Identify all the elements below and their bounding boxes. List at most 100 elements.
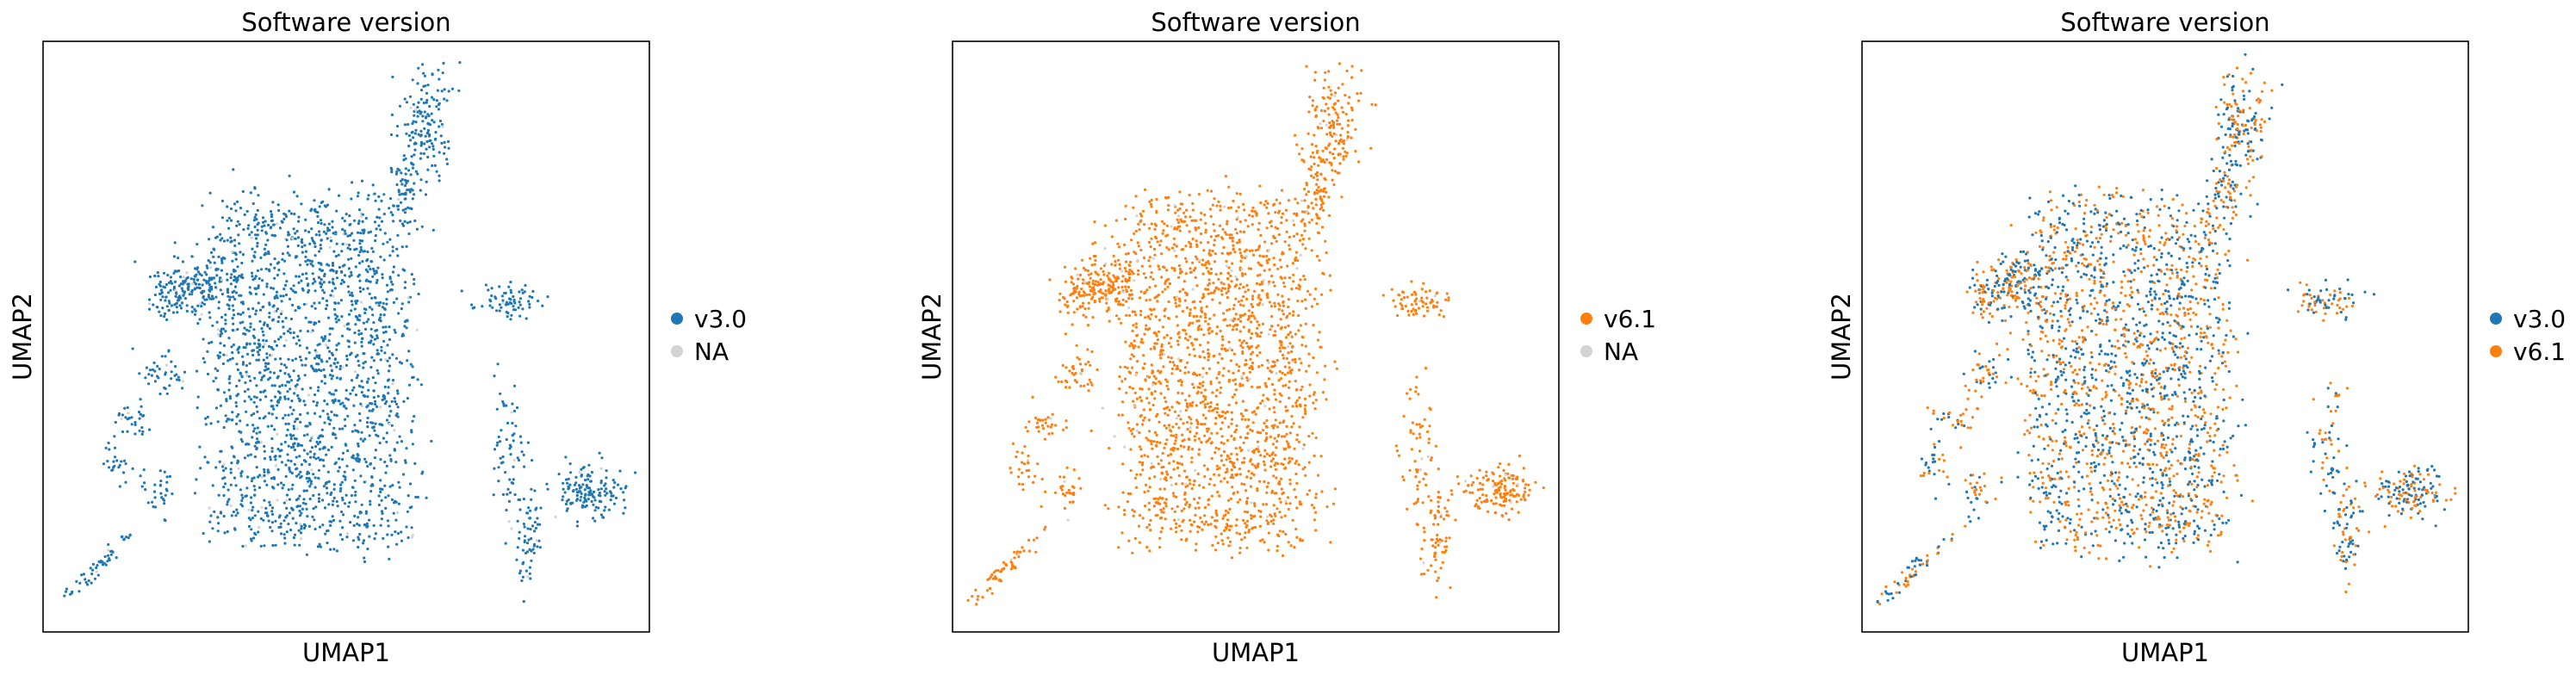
scatter-point	[1132, 206, 1135, 209]
scatter-point	[1203, 313, 1207, 316]
scatter-point	[1326, 107, 1330, 110]
scatter-point	[1325, 505, 1329, 509]
scatter-point	[259, 268, 264, 271]
scatter-point	[1179, 444, 1182, 448]
scatter-point	[340, 480, 344, 484]
scatter-point	[1278, 304, 1282, 307]
scatter-point	[1312, 207, 1315, 210]
scatter-point	[300, 463, 303, 467]
scatter-point	[1346, 124, 1350, 127]
scatter-point	[154, 285, 158, 288]
scatter-point	[285, 530, 289, 534]
scatter-point	[435, 105, 438, 108]
scatter-point	[1224, 175, 1227, 178]
scatter-point	[1226, 349, 1229, 352]
scatter-point	[230, 345, 233, 349]
scatter-point	[329, 548, 332, 551]
scatter-point	[407, 145, 411, 148]
scatter-point	[350, 270, 353, 274]
scatter-point	[397, 480, 400, 484]
scatter-point	[1304, 247, 1307, 251]
scatter-point	[1176, 208, 1180, 212]
scatter-point	[158, 469, 162, 473]
scatter-point	[244, 544, 247, 548]
scatter-point	[1307, 237, 1311, 240]
scatter-point	[1223, 449, 1226, 454]
scatter-point	[1273, 284, 1276, 288]
scatter-point	[1191, 237, 1195, 241]
scatter-point	[250, 236, 253, 240]
scatter-point	[410, 155, 413, 158]
scatter-point	[1245, 376, 1249, 380]
scatter-point	[1258, 335, 1262, 338]
scatter-point	[321, 459, 325, 462]
scatter-point	[369, 341, 372, 344]
scatter-point	[1215, 464, 1219, 468]
scatter-point	[335, 276, 339, 280]
scatter-point	[1118, 375, 1121, 378]
scatter-point	[234, 484, 238, 487]
scatter-point	[406, 397, 409, 400]
scatter-point	[1218, 494, 1221, 498]
scatter-point	[1178, 207, 1182, 210]
scatter-point	[395, 542, 399, 546]
scatter-point	[587, 478, 590, 481]
scatter-point	[1158, 268, 1161, 271]
scatter-point	[1219, 391, 1222, 394]
scatter-point	[350, 300, 353, 303]
scatter-point	[1190, 461, 1194, 464]
scatter-point	[1176, 295, 1179, 299]
scatter-point	[170, 360, 173, 363]
scatter-point	[1170, 434, 1173, 437]
scatter-point	[164, 387, 167, 390]
scatter-point	[1332, 132, 1336, 135]
scatter-point	[1239, 254, 1243, 257]
scatter-point	[1291, 313, 1295, 317]
scatter-point	[232, 168, 235, 171]
scatter-point	[1298, 357, 1301, 361]
scatter-point	[1175, 526, 1178, 529]
scatter-point	[1189, 503, 1192, 506]
scatter-point	[267, 344, 271, 348]
scatter-point	[284, 474, 288, 478]
scatter-point	[267, 268, 270, 271]
scatter-point	[1138, 445, 1141, 449]
scatter-point	[288, 254, 291, 257]
scatter-point	[171, 311, 176, 314]
scatter-point	[1258, 454, 1263, 457]
scatter-point	[313, 518, 316, 522]
scatter-point	[318, 276, 321, 280]
scatter-point	[1300, 344, 1304, 347]
scatter-point	[508, 491, 512, 494]
scatter-point	[338, 265, 341, 269]
scatter-point	[133, 420, 137, 424]
scatter-point	[1312, 176, 1315, 179]
scatter-point	[1270, 242, 1274, 245]
scatter-point	[417, 133, 420, 136]
scatter-point	[362, 250, 365, 253]
scatter-point	[294, 237, 297, 240]
scatter-point	[230, 445, 233, 449]
scatter-point	[403, 325, 407, 328]
scatter-point	[265, 356, 269, 359]
scatter-point	[1226, 470, 1229, 474]
scatter-point	[1301, 468, 1305, 471]
scatter-point	[592, 495, 595, 499]
scatter-point	[1268, 300, 1271, 304]
scatter-point	[1301, 447, 1305, 450]
scatter-point	[1138, 431, 1141, 435]
scatter-point	[378, 423, 382, 426]
scatter-point	[335, 242, 338, 245]
scatter-point	[320, 368, 323, 373]
scatter-point	[515, 406, 519, 410]
scatter-point	[182, 294, 185, 297]
scatter-point	[326, 316, 331, 319]
scatter-point	[407, 296, 410, 300]
scatter-point	[204, 423, 208, 426]
scatter-point	[1152, 375, 1156, 378]
scatter-point	[1270, 325, 1274, 328]
scatter-point	[313, 254, 317, 257]
scatter-point	[358, 262, 362, 265]
scatter-point	[1276, 440, 1279, 443]
scatter-point	[410, 162, 413, 165]
